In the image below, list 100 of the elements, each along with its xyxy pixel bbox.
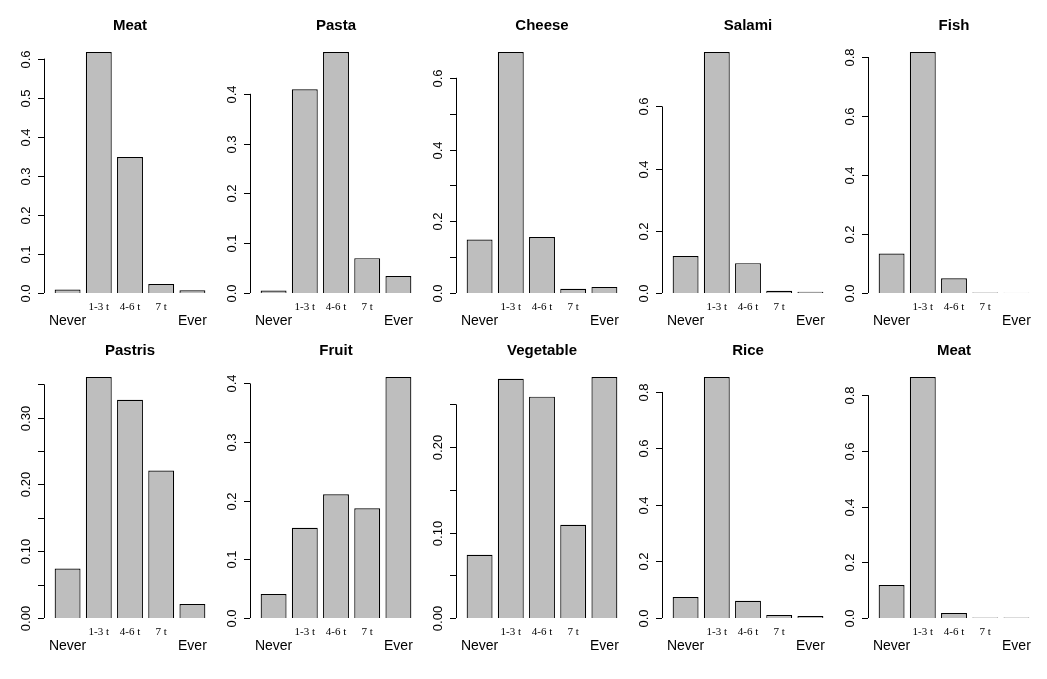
y-tick-label: 0.1 [223,234,239,253]
y-tick-label: 0.20 [17,471,33,498]
x-tick-label: Never [48,312,87,328]
x-tick-label: Never [460,312,499,328]
y-tick-label: 0.4 [841,166,857,185]
y-tick-label: 0.6 [17,50,33,69]
chart-title: Meat [112,16,148,33]
x-tick-label: 7 t [361,300,373,312]
y-tick-label: 0.3 [223,433,239,452]
y-tick-label: 0.2 [17,206,33,225]
x-tick-label: 1-3 t [294,625,316,637]
y-tick-label: 0.6 [635,97,651,116]
y-tick-label: 0.10 [429,520,445,547]
x-tick-label: Never [666,637,705,653]
chart-title: Rice [732,341,764,358]
x-tick-label: Ever [1002,312,1032,328]
chart-title: Vegetable [506,341,578,358]
x-tick-label: Ever [590,312,620,328]
y-tick-label: 0.4 [17,128,33,147]
x-tick-label: Never [254,312,293,328]
x-tick-label: Ever [796,312,826,328]
x-tick-label: Ever [178,312,208,328]
x-tick-label: 7 t [979,625,991,637]
x-tick-label: 4-6 t [119,300,141,312]
x-tick-label: 7 t [361,625,373,637]
y-tick-label: 0.3 [17,167,33,186]
x-tick-label: 4-6 t [119,625,141,637]
x-tick-label: Never [872,312,911,328]
y-tick-label: 0.1 [223,550,239,569]
y-tick-label: 0.0 [635,284,651,303]
chart-title: Cheese [515,16,569,33]
x-tick-label: 7 t [567,300,579,312]
x-tick-label: 7 t [773,625,785,637]
y-tick-label: 0.20 [429,434,445,461]
y-tick-label: 0.2 [841,553,857,572]
x-tick-label: Never [872,637,911,653]
x-tick-label: 4-6 t [531,300,553,312]
y-tick-label: 0.6 [429,69,445,88]
y-tick-label: 0.6 [635,439,651,458]
x-tick-label: 1-3 t [912,625,934,637]
x-tick-label: Ever [796,637,826,653]
chart-title: Fruit [319,341,353,358]
y-tick-label: 0.0 [17,284,33,303]
y-tick-label: 0.00 [429,605,445,632]
x-tick-label: Ever [590,637,620,653]
x-tick-label: 7 t [155,625,167,637]
x-tick-label: 4-6 t [531,625,553,637]
x-tick-label: 4-6 t [325,625,347,637]
y-tick-label: 0.6 [841,107,857,126]
y-tick-label: 0.6 [841,442,857,461]
y-tick-label: 0.0 [223,284,239,303]
x-tick-label: Ever [384,312,414,328]
y-tick-label: 0.2 [223,184,239,203]
x-tick-label: 4-6 t [737,625,759,637]
x-tick-label: 4-6 t [943,625,965,637]
y-tick-label: 0.8 [635,383,651,402]
y-tick-label: 0.0 [635,609,651,628]
x-tick-label: 1-3 t [88,625,110,637]
y-tick-label: 0.4 [635,496,651,515]
y-tick-label: 0.4 [429,141,445,160]
x-tick-label: Never [254,637,293,653]
x-tick-label: 1-3 t [500,625,522,637]
x-tick-label: 7 t [155,300,167,312]
x-tick-label: 7 t [773,300,785,312]
x-tick-label: Never [666,312,705,328]
x-tick-label: Never [460,637,499,653]
y-tick-label: 0.8 [841,386,857,405]
y-tick-label: 0.0 [841,609,857,628]
y-tick-label: 0.5 [17,89,33,108]
y-tick-label: 0.2 [635,222,651,241]
y-tick-label: 0.2 [429,212,445,231]
x-tick-label: 4-6 t [325,300,347,312]
y-tick-label: 0.2 [841,225,857,244]
y-tick-label: 0.4 [223,85,239,104]
y-tick-label: 0.8 [841,48,857,67]
y-tick-label: 0.00 [17,605,33,632]
y-tick-label: 0.4 [223,374,239,393]
y-tick-label: 0.2 [635,552,651,571]
y-tick-label: 0.4 [841,498,857,517]
y-tick-label: 0.1 [17,245,33,264]
chart-title: Salami [723,16,773,33]
x-tick-label: Ever [178,637,208,653]
x-tick-label: 1-3 t [88,300,110,312]
x-tick-label: 4-6 t [943,300,965,312]
chart-title: Meat [936,341,972,358]
x-tick-label: 4-6 t [737,300,759,312]
chart-title: Fish [938,16,970,33]
x-tick-label: 1-3 t [294,300,316,312]
y-tick-label: 0.0 [429,284,445,303]
y-tick-label: 0.3 [223,135,239,154]
y-tick-label: 0.2 [223,492,239,511]
x-tick-label: 1-3 t [706,300,728,312]
y-tick-label: 0.0 [841,284,857,303]
x-tick-label: 7 t [567,625,579,637]
y-tick-label: 0.10 [17,538,33,565]
x-tick-label: 1-3 t [706,625,728,637]
x-tick-label: 7 t [979,300,991,312]
x-tick-label: 1-3 t [912,300,934,312]
chart-title: Pasta [315,16,357,33]
chart-title: Pastris [104,341,156,358]
